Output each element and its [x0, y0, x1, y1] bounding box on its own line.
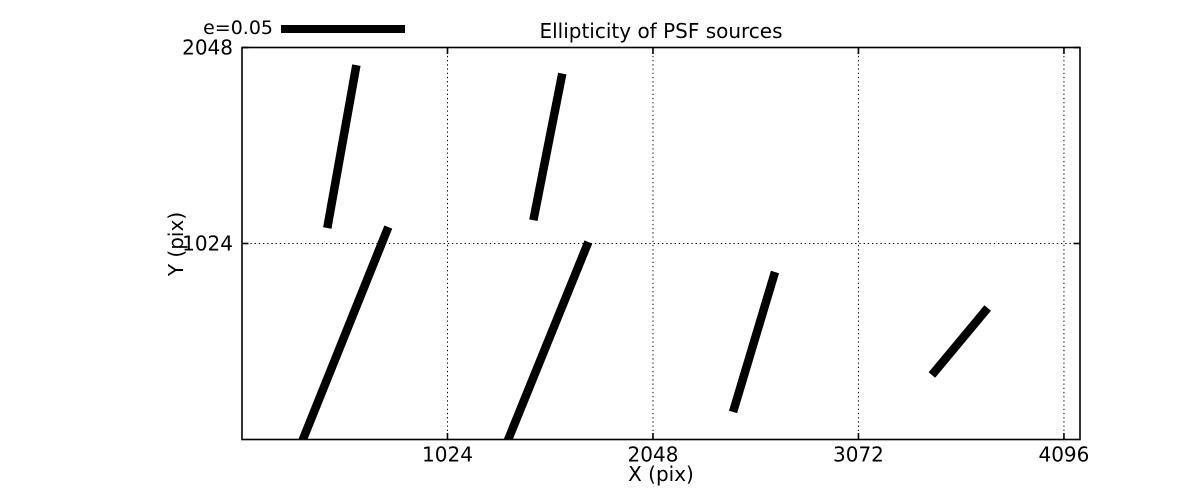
ellipticity-segment-6	[928, 305, 991, 378]
y-tick-label-2048: 2048	[182, 36, 233, 60]
x-tick-label-3072: 3072	[833, 443, 884, 467]
legend: e=0.05	[160, 17, 420, 41]
ellipticity-segment-2	[529, 72, 567, 221]
y-tick-label-1024: 1024	[182, 232, 233, 256]
legend-scale-bar	[281, 25, 405, 33]
ellipticity-segment-1	[323, 64, 361, 229]
y-axis-label: Y (pix)	[164, 211, 188, 277]
ellipticity-segment-4	[503, 240, 593, 440]
chart-title: Ellipticity of PSF sources	[539, 19, 783, 43]
x-axis-label: X (pix)	[628, 462, 694, 486]
x-tick-label-4096: 4096	[1038, 443, 1089, 467]
axes-frame	[241, 46, 1081, 441]
ellipticity-segment-5	[728, 270, 780, 414]
x-tick-label-2048: 2048	[628, 443, 679, 467]
ellipticity-segment-3	[298, 225, 393, 440]
segments-group	[298, 64, 991, 440]
legend-label: e=0.05	[203, 17, 273, 39]
x-tick-label-1024: 1024	[422, 443, 473, 467]
